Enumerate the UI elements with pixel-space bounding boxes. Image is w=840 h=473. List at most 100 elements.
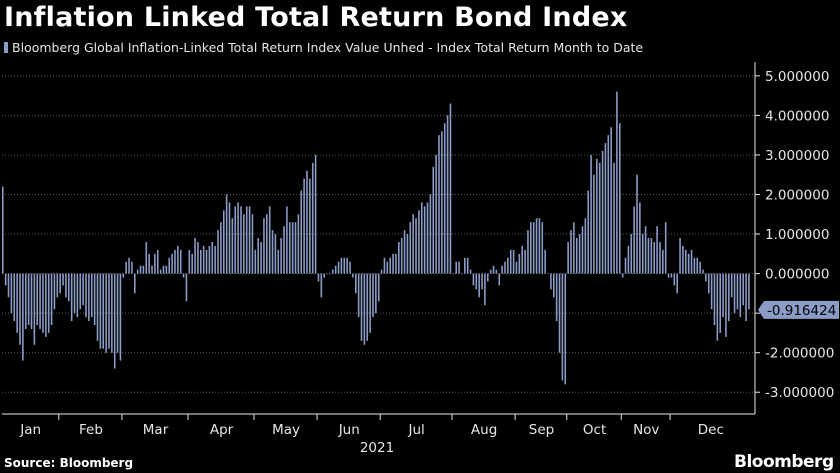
- bar: [570, 230, 572, 274]
- bar: [159, 269, 162, 274]
- bar: [96, 273, 99, 341]
- bar: [555, 273, 558, 322]
- bar: [185, 273, 188, 302]
- bar: [403, 230, 406, 274]
- bar: [42, 273, 44, 333]
- bar: [79, 273, 82, 310]
- bar: [742, 273, 744, 306]
- bar: [659, 241, 661, 274]
- bar: [174, 249, 176, 274]
- bar: [85, 273, 87, 318]
- bar: [343, 257, 346, 274]
- bar: [524, 249, 526, 274]
- x-tick-label: Aug: [471, 422, 497, 438]
- last-value-label: -0.916424: [767, 303, 836, 319]
- bar: [593, 174, 595, 274]
- bar: [596, 158, 598, 274]
- bar: [719, 273, 722, 333]
- bar: [283, 226, 285, 274]
- bar: [99, 273, 102, 349]
- bar: [377, 273, 380, 302]
- y-tick-label: -2.000000: [765, 346, 834, 362]
- legend-swatch: [4, 42, 8, 53]
- bar: [616, 91, 618, 274]
- bar: [254, 249, 257, 274]
- bar: [53, 273, 56, 310]
- bar: [346, 257, 348, 274]
- bar: [274, 234, 277, 274]
- bar: [271, 230, 274, 274]
- x-tick-label: Jul: [408, 422, 425, 438]
- bar: [722, 273, 724, 318]
- bar: [584, 218, 587, 274]
- bar: [618, 123, 621, 274]
- bar: [179, 249, 182, 274]
- bar: [647, 238, 650, 274]
- bar: [578, 234, 581, 274]
- bar: [423, 206, 426, 274]
- bar: [65, 273, 67, 298]
- bar: [581, 226, 584, 274]
- bar: [633, 206, 635, 274]
- bar: [205, 249, 208, 274]
- bar: [225, 194, 228, 274]
- bar: [33, 273, 36, 345]
- bar: [300, 190, 303, 274]
- bar: [575, 238, 578, 274]
- bar: [687, 253, 690, 274]
- bar: [406, 234, 409, 274]
- bar: [317, 273, 320, 282]
- bar: [56, 273, 59, 298]
- bar: [329, 273, 331, 275]
- bar: [624, 257, 627, 274]
- bar: [590, 154, 592, 274]
- bar: [441, 131, 443, 274]
- bar: [682, 245, 684, 274]
- bar: [420, 202, 423, 274]
- bar: [145, 241, 148, 274]
- bar: [237, 202, 239, 274]
- bar: [268, 206, 271, 274]
- bar: [142, 265, 145, 274]
- bar: [512, 249, 515, 274]
- bar: [664, 222, 667, 274]
- bar: [693, 257, 696, 274]
- bar: [257, 238, 259, 274]
- bar: [547, 273, 549, 275]
- x-tick-label: Jan: [19, 422, 41, 438]
- bar: [62, 273, 64, 286]
- bar: [601, 150, 604, 274]
- gridlines: [2, 75, 755, 393]
- bar: [337, 261, 340, 274]
- bar: [564, 273, 567, 385]
- bar: [162, 265, 165, 274]
- x-tick-label: Oct: [583, 422, 606, 438]
- bar: [197, 241, 199, 274]
- bar: [707, 273, 710, 294]
- bar: [134, 273, 136, 294]
- bar: [696, 257, 699, 274]
- chart-title: Inflation Linked Total Return Bond Index: [4, 2, 628, 33]
- bar: [518, 253, 521, 274]
- bar: [538, 218, 541, 274]
- bar: [217, 230, 219, 274]
- bar: [363, 273, 366, 345]
- bar: [334, 265, 337, 274]
- bar: [156, 249, 159, 274]
- bar: [154, 253, 156, 274]
- bar: [260, 241, 262, 274]
- bar: [685, 249, 687, 274]
- bar: [395, 253, 397, 274]
- bar: [478, 273, 480, 298]
- bar: [639, 202, 641, 274]
- bar: [748, 273, 750, 310]
- bar: [466, 257, 469, 274]
- legend-label: Bloomberg Global Inflation-Linked Total …: [12, 40, 644, 55]
- bar: [610, 127, 612, 274]
- bar: [4, 273, 7, 286]
- x-tick-label: Nov: [633, 422, 659, 438]
- bar: [587, 190, 590, 274]
- bar: [177, 245, 179, 274]
- bar: [208, 245, 211, 274]
- bar: [286, 206, 288, 274]
